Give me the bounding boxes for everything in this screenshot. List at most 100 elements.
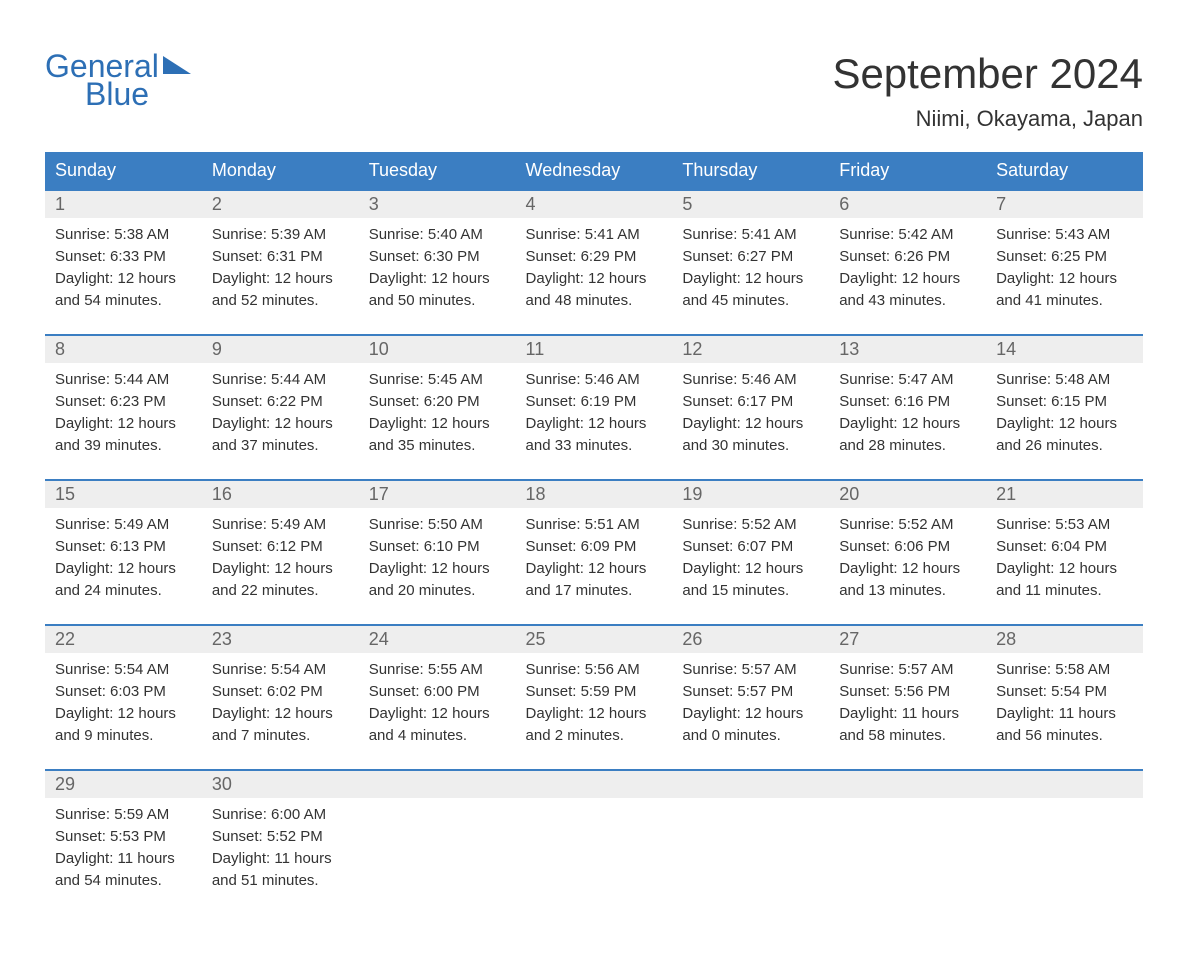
day-content: Sunrise: 5:47 AMSunset: 6:16 PMDaylight:…	[829, 363, 986, 479]
day-number: 14	[986, 336, 1143, 363]
day-content: Sunrise: 5:58 AMSunset: 5:54 PMDaylight:…	[986, 653, 1143, 769]
sunset-text: Sunset: 6:13 PM	[55, 536, 192, 557]
day-content: Sunrise: 5:44 AMSunset: 6:23 PMDaylight:…	[45, 363, 202, 479]
day-number: 25	[516, 626, 673, 653]
day-content: Sunrise: 5:46 AMSunset: 6:17 PMDaylight:…	[672, 363, 829, 479]
daylight-text-2: and 37 minutes.	[212, 435, 349, 456]
day-cell: 21Sunrise: 5:53 AMSunset: 6:04 PMDayligh…	[986, 480, 1143, 625]
day-cell: 22Sunrise: 5:54 AMSunset: 6:03 PMDayligh…	[45, 625, 202, 770]
daylight-text-1: Daylight: 12 hours	[526, 413, 663, 434]
sunset-text: Sunset: 6:04 PM	[996, 536, 1133, 557]
sunset-text: Sunset: 6:15 PM	[996, 391, 1133, 412]
day-content: Sunrise: 5:45 AMSunset: 6:20 PMDaylight:…	[359, 363, 516, 479]
daylight-text-2: and 13 minutes.	[839, 580, 976, 601]
daylight-text-1: Daylight: 12 hours	[212, 703, 349, 724]
sunrise-text: Sunrise: 5:43 AM	[996, 224, 1133, 245]
sunset-text: Sunset: 6:31 PM	[212, 246, 349, 267]
day-number: 30	[202, 771, 359, 798]
sunrise-text: Sunrise: 5:46 AM	[526, 369, 663, 390]
week-row: 8Sunrise: 5:44 AMSunset: 6:23 PMDaylight…	[45, 335, 1143, 480]
day-content: Sunrise: 5:42 AMSunset: 6:26 PMDaylight:…	[829, 218, 986, 334]
day-number: 12	[672, 336, 829, 363]
sunset-text: Sunset: 6:19 PM	[526, 391, 663, 412]
daylight-text-1: Daylight: 12 hours	[212, 268, 349, 289]
sunrise-text: Sunrise: 5:57 AM	[682, 659, 819, 680]
sunset-text: Sunset: 6:17 PM	[682, 391, 819, 412]
day-number: 3	[359, 191, 516, 218]
daylight-text-1: Daylight: 12 hours	[55, 413, 192, 434]
col-thursday: Thursday	[672, 152, 829, 190]
daylight-text-1: Daylight: 12 hours	[55, 703, 192, 724]
day-cell: 25Sunrise: 5:56 AMSunset: 5:59 PMDayligh…	[516, 625, 673, 770]
day-cell: 17Sunrise: 5:50 AMSunset: 6:10 PMDayligh…	[359, 480, 516, 625]
day-cell: 16Sunrise: 5:49 AMSunset: 6:12 PMDayligh…	[202, 480, 359, 625]
day-number: 1	[45, 191, 202, 218]
calendar-body: 1Sunrise: 5:38 AMSunset: 6:33 PMDaylight…	[45, 190, 1143, 914]
daylight-text-2: and 54 minutes.	[55, 870, 192, 891]
sunrise-text: Sunrise: 5:54 AM	[212, 659, 349, 680]
title-block: September 2024 Niimi, Okayama, Japan	[832, 50, 1143, 132]
daylight-text-1: Daylight: 12 hours	[526, 558, 663, 579]
month-title: September 2024	[832, 50, 1143, 98]
day-content: Sunrise: 5:52 AMSunset: 6:07 PMDaylight:…	[672, 508, 829, 624]
daylight-text-2: and 2 minutes.	[526, 725, 663, 746]
daylight-text-1: Daylight: 11 hours	[839, 703, 976, 724]
sunset-text: Sunset: 6:22 PM	[212, 391, 349, 412]
daylight-text-1: Daylight: 12 hours	[55, 268, 192, 289]
day-cell: 29Sunrise: 5:59 AMSunset: 5:53 PMDayligh…	[45, 770, 202, 914]
col-tuesday: Tuesday	[359, 152, 516, 190]
sunrise-text: Sunrise: 5:49 AM	[212, 514, 349, 535]
week-row: 15Sunrise: 5:49 AMSunset: 6:13 PMDayligh…	[45, 480, 1143, 625]
day-number: 23	[202, 626, 359, 653]
day-cell: 15Sunrise: 5:49 AMSunset: 6:13 PMDayligh…	[45, 480, 202, 625]
daylight-text-1: Daylight: 12 hours	[996, 268, 1133, 289]
daylight-text-2: and 22 minutes.	[212, 580, 349, 601]
sunrise-text: Sunrise: 5:42 AM	[839, 224, 976, 245]
sunset-text: Sunset: 6:27 PM	[682, 246, 819, 267]
daylight-text-2: and 24 minutes.	[55, 580, 192, 601]
sunset-text: Sunset: 6:20 PM	[369, 391, 506, 412]
daylight-text-2: and 7 minutes.	[212, 725, 349, 746]
sunrise-text: Sunrise: 5:41 AM	[682, 224, 819, 245]
day-content: Sunrise: 5:50 AMSunset: 6:10 PMDaylight:…	[359, 508, 516, 624]
day-number: 24	[359, 626, 516, 653]
day-cell: 1Sunrise: 5:38 AMSunset: 6:33 PMDaylight…	[45, 190, 202, 335]
daylight-text-1: Daylight: 12 hours	[526, 703, 663, 724]
day-content: Sunrise: 5:38 AMSunset: 6:33 PMDaylight:…	[45, 218, 202, 334]
daylight-text-2: and 9 minutes.	[55, 725, 192, 746]
day-cell: 6Sunrise: 5:42 AMSunset: 6:26 PMDaylight…	[829, 190, 986, 335]
day-number: 22	[45, 626, 202, 653]
sunset-text: Sunset: 5:56 PM	[839, 681, 976, 702]
daylight-text-2: and 58 minutes.	[839, 725, 976, 746]
day-content: Sunrise: 5:39 AMSunset: 6:31 PMDaylight:…	[202, 218, 359, 334]
daylight-text-1: Daylight: 12 hours	[369, 558, 506, 579]
day-number: 10	[359, 336, 516, 363]
day-number: 6	[829, 191, 986, 218]
sunset-text: Sunset: 6:09 PM	[526, 536, 663, 557]
daylight-text-2: and 28 minutes.	[839, 435, 976, 456]
daylight-text-1: Daylight: 11 hours	[55, 848, 192, 869]
day-cell	[516, 770, 673, 914]
sunset-text: Sunset: 6:07 PM	[682, 536, 819, 557]
sunrise-text: Sunrise: 5:52 AM	[839, 514, 976, 535]
sunset-text: Sunset: 6:30 PM	[369, 246, 506, 267]
logo: General Blue	[45, 50, 191, 110]
day-content: Sunrise: 5:57 AMSunset: 5:56 PMDaylight:…	[829, 653, 986, 769]
day-number: 28	[986, 626, 1143, 653]
day-cell: 2Sunrise: 5:39 AMSunset: 6:31 PMDaylight…	[202, 190, 359, 335]
day-cell: 14Sunrise: 5:48 AMSunset: 6:15 PMDayligh…	[986, 335, 1143, 480]
daylight-text-1: Daylight: 12 hours	[839, 558, 976, 579]
day-number: 18	[516, 481, 673, 508]
daylight-text-2: and 39 minutes.	[55, 435, 192, 456]
day-cell: 24Sunrise: 5:55 AMSunset: 6:00 PMDayligh…	[359, 625, 516, 770]
day-cell: 11Sunrise: 5:46 AMSunset: 6:19 PMDayligh…	[516, 335, 673, 480]
sunset-text: Sunset: 6:00 PM	[369, 681, 506, 702]
week-row: 29Sunrise: 5:59 AMSunset: 5:53 PMDayligh…	[45, 770, 1143, 914]
sunrise-text: Sunrise: 5:44 AM	[212, 369, 349, 390]
day-cell: 10Sunrise: 5:45 AMSunset: 6:20 PMDayligh…	[359, 335, 516, 480]
daylight-text-2: and 20 minutes.	[369, 580, 506, 601]
day-content: Sunrise: 5:40 AMSunset: 6:30 PMDaylight:…	[359, 218, 516, 334]
daylight-text-1: Daylight: 12 hours	[55, 558, 192, 579]
day-content: Sunrise: 5:44 AMSunset: 6:22 PMDaylight:…	[202, 363, 359, 479]
daylight-text-2: and 0 minutes.	[682, 725, 819, 746]
